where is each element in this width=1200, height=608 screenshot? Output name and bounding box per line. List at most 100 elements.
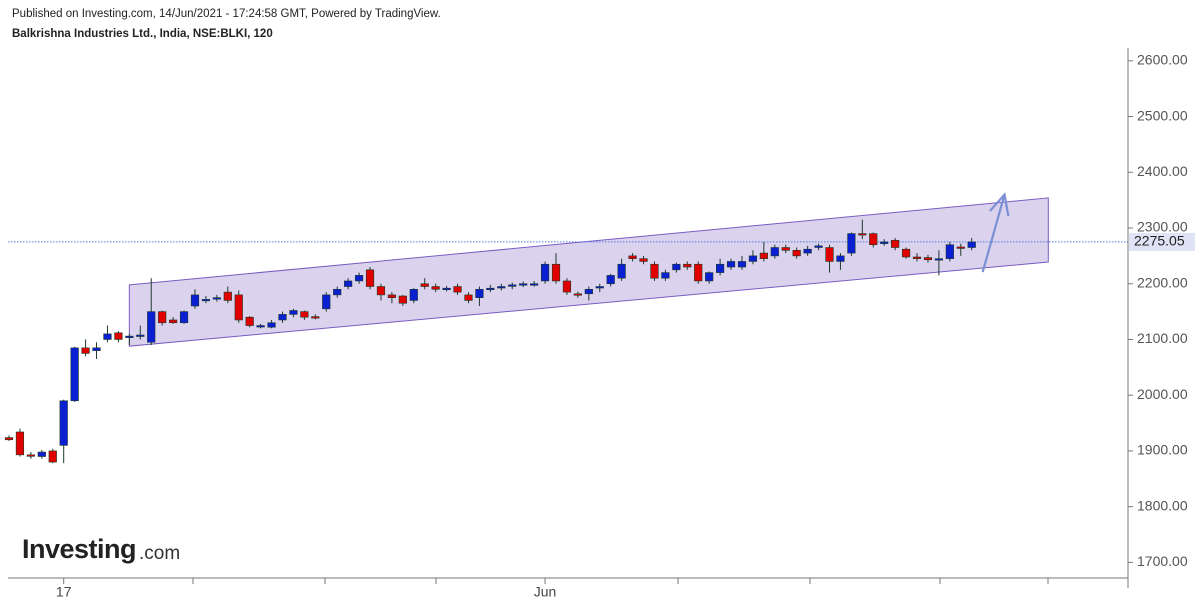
- candle-body: [169, 319, 178, 324]
- candle-body: [781, 247, 790, 251]
- candle-body: [223, 291, 232, 301]
- candle-body: [770, 247, 779, 257]
- candle-body: [606, 275, 615, 285]
- candle-body: [267, 322, 276, 328]
- candle-body: [70, 347, 79, 402]
- candle-body: [923, 257, 933, 261]
- candle-body: [289, 310, 298, 315]
- candle-body: [617, 263, 626, 279]
- candle-body: [759, 252, 768, 259]
- candle-body: [344, 280, 353, 287]
- candle-body: [551, 263, 561, 282]
- candle-body: [519, 283, 528, 286]
- candle-body: [595, 286, 604, 289]
- candle-body: [387, 294, 397, 298]
- logo-brand: Investing: [22, 534, 136, 564]
- candle-body: [398, 295, 407, 304]
- candle-body: [190, 294, 200, 307]
- y-tick-label: 1700.00: [1137, 553, 1188, 569]
- candle-body: [628, 255, 637, 259]
- candle-body: [705, 272, 714, 282]
- candle-body: [694, 263, 703, 282]
- candle-body: [26, 454, 35, 457]
- y-tick-label: 1900.00: [1137, 442, 1188, 458]
- candle-body: [683, 263, 692, 268]
- candle-body: [322, 294, 331, 310]
- candle-body: [858, 233, 867, 236]
- candle-body: [650, 263, 659, 279]
- candle-body: [125, 335, 134, 338]
- arrow: [981, 194, 1006, 273]
- last-price-box: [1129, 232, 1195, 251]
- candle-body: [311, 316, 320, 319]
- candle-body: [540, 263, 550, 282]
- candle-body: [737, 261, 747, 268]
- candle-body: [562, 280, 572, 293]
- candle-body: [497, 286, 506, 289]
- candle-body: [81, 347, 90, 354]
- candle-body: [442, 287, 451, 290]
- candle-body: [420, 283, 429, 287]
- candle-body: [847, 233, 856, 254]
- candle-body: [639, 258, 648, 262]
- candle-body: [573, 293, 582, 296]
- candle-body: [103, 333, 112, 340]
- y-tick-label: 2400.00: [1137, 163, 1188, 179]
- candle-body: [92, 347, 101, 351]
- candle-body: [409, 289, 418, 301]
- candle-body: [431, 286, 440, 290]
- candle-body: [508, 284, 517, 287]
- candle-body: [814, 245, 823, 248]
- symbol-title: Balkrishna Industries Ltd., India, NSE:B…: [12, 28, 273, 40]
- last-price-label: 2275.05: [1134, 233, 1185, 249]
- candle-body: [4, 437, 14, 441]
- y-tick-label: 1800.00: [1137, 497, 1188, 513]
- candle-body: [726, 261, 736, 268]
- candle-body: [715, 263, 725, 273]
- candle-body: [956, 246, 965, 249]
- y-tick-label: 2600.00: [1137, 52, 1188, 68]
- candle-body: [934, 258, 943, 261]
- candle-body: [37, 451, 46, 457]
- arrow-head: [989, 192, 1010, 217]
- candle-body: [869, 233, 878, 246]
- candle-body: [672, 263, 681, 271]
- candle-body: [836, 255, 845, 262]
- candle-body: [912, 256, 922, 259]
- candle-body: [147, 311, 156, 343]
- candle-body: [825, 247, 834, 262]
- candle-body: [464, 294, 473, 301]
- candle-body: [365, 269, 375, 287]
- candle-body: [748, 255, 758, 262]
- candle-body: [530, 283, 539, 286]
- candle-body: [475, 289, 484, 298]
- candle-body: [201, 299, 211, 302]
- y-tick-label: 2100.00: [1137, 330, 1188, 346]
- candle-body: [300, 311, 309, 318]
- candle-body: [59, 400, 68, 446]
- logo-suffix: .com: [139, 543, 180, 564]
- candle-body: [158, 311, 167, 324]
- candle-body: [486, 287, 495, 290]
- candle-body: [945, 244, 954, 259]
- x-tick-label: Jun: [534, 584, 557, 600]
- published-note: Published on Investing.com, 14/Jun/2021 …: [12, 8, 441, 20]
- y-tick-label: 2000.00: [1137, 386, 1188, 402]
- candle-body: [584, 289, 593, 295]
- candle-body: [245, 316, 254, 326]
- candle-body: [333, 289, 342, 296]
- candle-body: [136, 334, 145, 337]
- candle-body: [891, 239, 900, 248]
- candle-body: [661, 272, 670, 279]
- candle-body: [256, 325, 265, 328]
- candle-body: [453, 286, 462, 293]
- candle-body: [967, 241, 976, 248]
- candle-body: [354, 275, 364, 282]
- y-tick-label: 2300.00: [1137, 219, 1188, 235]
- candle-body: [234, 294, 243, 321]
- candle-body: [901, 248, 911, 258]
- candle-body: [179, 311, 189, 324]
- candle-body: [114, 332, 123, 340]
- candle-body: [278, 314, 287, 321]
